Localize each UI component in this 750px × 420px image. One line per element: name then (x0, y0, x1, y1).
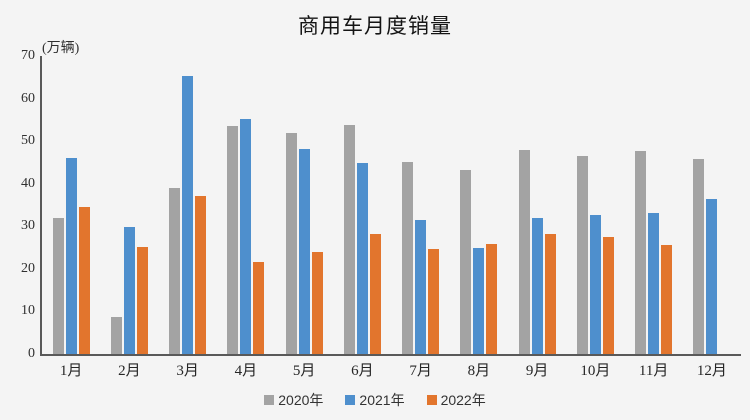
bar-2022年-10月 (602, 236, 614, 354)
bar-2020年-11月 (635, 151, 647, 354)
legend-swatch-icon (264, 395, 275, 405)
bar-group-5月 (275, 56, 333, 354)
bar-2021年-4月 (240, 119, 252, 354)
plot-area: 0 10 20 30 40 50 60 70 1月 2月 3月 4月 5月 6月 7月 8月 9月 10月 11月 1… (21, 48, 741, 379)
bar-2021年-6月 (356, 163, 368, 354)
bar-2021年-5月 (298, 148, 310, 354)
bar-2022年-9月 (544, 234, 556, 354)
bar-2022年-11月 (661, 245, 673, 354)
legend-label: 2021年 (359, 392, 405, 408)
bar-2022年-3月 (195, 196, 207, 354)
legend-label: 2020年 (278, 392, 324, 408)
bar-2020年-7月 (402, 162, 414, 354)
legend-swatch-icon (345, 395, 356, 405)
bar-group-3月 (159, 56, 217, 354)
bar-group-10月 (566, 56, 624, 354)
bar-2020年-2月 (110, 317, 122, 354)
legend-item-2022年: 2022年 (426, 390, 486, 410)
bar-2020年-9月 (518, 150, 530, 354)
bar-2021年-10月 (589, 214, 601, 354)
x-tick-label-6月: 6月 (351, 363, 374, 379)
legend-label: 2022年 (440, 392, 486, 408)
bar-2022年-7月 (428, 248, 440, 354)
y-tick-label: 70 (21, 48, 35, 63)
bar-group-9月 (508, 56, 566, 354)
y-tick-label: 50 (21, 133, 35, 149)
bar-2021年-8月 (473, 248, 485, 354)
x-tick-label-11月: 11月 (638, 363, 669, 379)
bar-group-4月 (217, 56, 275, 354)
x-tick-label-3月: 3月 (176, 363, 199, 379)
bar-2020年-5月 (285, 132, 297, 354)
y-tick-label: 60 (21, 90, 35, 106)
bar-group-12月 (683, 56, 741, 354)
bar-2020年-3月 (169, 187, 181, 354)
y-tick-label: 30 (21, 218, 35, 234)
legend-item-2021年: 2021年 (345, 390, 405, 410)
x-tick-label-10月: 10月 (580, 363, 611, 379)
bar-group-8月 (450, 56, 508, 354)
x-tick-label-4月: 4月 (234, 363, 258, 379)
bar-2020年-6月 (343, 124, 355, 354)
bar-2020年-4月 (227, 125, 239, 354)
x-tick-label-5月: 5月 (292, 363, 316, 379)
bar-2022年-4月 (253, 261, 265, 354)
x-tick-label-12月: 12月 (696, 363, 727, 379)
bar-2021年-1月 (65, 158, 77, 354)
bar-2021年-7月 (415, 220, 427, 354)
bar-2020年-1月 (52, 217, 64, 354)
bar-2021年-3月 (182, 75, 194, 354)
bar-2022年-5月 (311, 251, 323, 354)
bar-group-2月 (100, 56, 158, 354)
bar-2020年-8月 (460, 170, 472, 354)
bar-2021年-11月 (648, 213, 660, 354)
bar-2021年-12月 (706, 199, 718, 354)
x-tick-label-1月: 1月 (59, 363, 83, 379)
x-tick-label-2月: 2月 (118, 363, 141, 379)
y-tick-label: 40 (21, 175, 35, 191)
bar-2022年-6月 (369, 233, 381, 354)
bar-2022年-1月 (78, 207, 90, 354)
legend: 2020年 2021年 2022年 (0, 390, 750, 410)
legend-swatch-icon (426, 395, 437, 405)
bar-group-11月 (625, 56, 683, 354)
bar-2022年-8月 (486, 244, 498, 354)
y-tick-label: 20 (21, 260, 35, 276)
bar-group-1月 (42, 56, 100, 354)
bar-group-7月 (392, 56, 450, 354)
y-tick-label: 10 (21, 303, 35, 319)
x-tick-label-9月: 9月 (525, 363, 549, 379)
bar-group-6月 (333, 56, 391, 354)
bar-2022年-2月 (136, 247, 148, 354)
x-tick-label-8月: 8月 (467, 363, 491, 379)
x-tick-label-7月: 7月 (409, 363, 432, 379)
bar-2020年-10月 (576, 155, 588, 354)
y-tick-label: 0 (28, 346, 35, 361)
y-axis-unit-label: (万辆) (42, 41, 80, 56)
bar-2021年-2月 (123, 227, 135, 354)
bar-2021年-9月 (531, 218, 543, 354)
legend-item-2020年: 2020年 (264, 390, 323, 410)
bar-2020年-12月 (693, 159, 705, 354)
chart-title: 商用车月度销量 (298, 14, 452, 38)
